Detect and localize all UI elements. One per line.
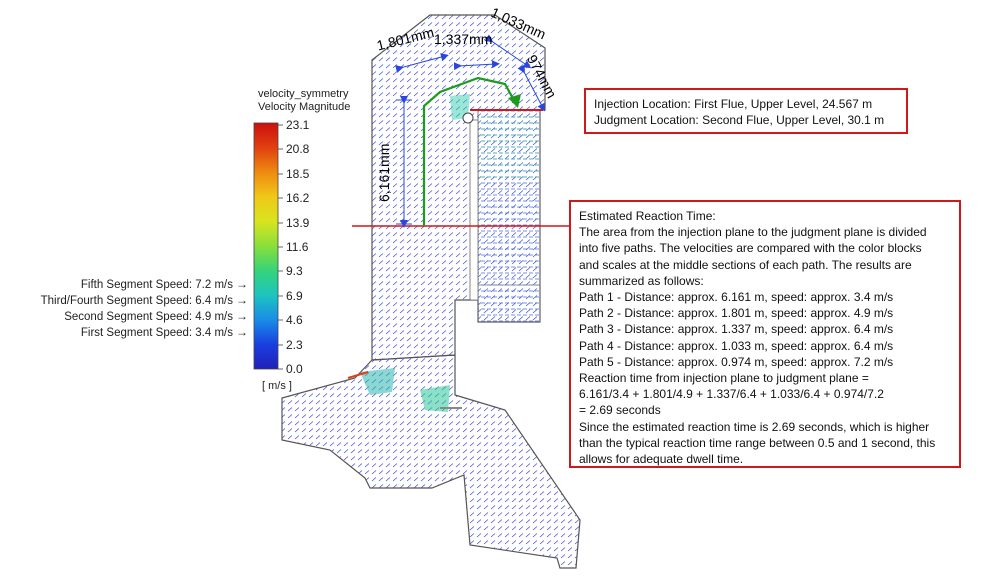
colorbar-tick-label: 13.9 [286, 216, 310, 230]
colorbar-ticks [278, 124, 283, 370]
conclusion-line: Since the estimated reaction time is 2.6… [579, 419, 930, 434]
injection-location-text: Injection Location: First Flue, Upper Le… [594, 97, 873, 111]
segment-speed-label: First Segment Speed: 3.4 m/s → [80, 325, 248, 339]
dimension-label: 1,337mm [434, 31, 493, 47]
reaction-time-box: Estimated Reaction Time: The area from t… [569, 200, 961, 468]
arrow-right-icon: → [236, 325, 248, 339]
colorbar-tick-label: 6.9 [286, 289, 303, 303]
colorbar-tick-label: 9.3 [286, 264, 303, 278]
path-line: Path 2 - Distance: approx. 1.801 m, spee… [579, 306, 894, 321]
colorbar-tick-label: 11.6 [286, 240, 309, 254]
reaction-title: Estimated Reaction Time: [579, 209, 716, 223]
formula-line: 6.161/3.4 + 1.801/4.9 + 1.337/6.4 + 1.03… [579, 387, 884, 402]
judgment-location-text: Judgment Location: Second Flue, Upper Le… [594, 113, 885, 127]
arrow-right-icon: → [236, 293, 248, 307]
arrow-right-icon: → [236, 277, 248, 291]
reaction-text-line: The area from the injection plane to the… [579, 225, 927, 240]
conclusion-line: than the typical reaction time range bet… [579, 435, 936, 450]
colorbar-tick-label: 2.3 [286, 338, 303, 352]
colorbar-tick-label: 16.2 [286, 191, 310, 205]
colorbar-tick-label: 18.5 [286, 167, 310, 181]
reaction-text-line: and scales at the middle sections of eac… [579, 257, 912, 272]
formula-result: = 2.69 seconds [579, 403, 661, 418]
segment-speed-label: Second Segment Speed: 4.9 m/s → [64, 309, 248, 323]
colorbar [253, 122, 279, 370]
flow-path [422, 76, 517, 226]
dimension-label: 6,161mm [376, 143, 392, 202]
arrow-right-icon: → [236, 309, 248, 323]
colorbar-unit: [ m/s ] [262, 380, 292, 392]
conclusion-line: allows for adequate dwell time. [579, 452, 744, 467]
reaction-text-line: summarized as follows: [579, 273, 704, 288]
location-annotation-box: Injection Location: First Flue, Upper Le… [584, 88, 908, 134]
colorbar-title: velocity_symmetry Velocity Magnitude [258, 88, 350, 114]
reaction-text-line: into five paths. The velocities are comp… [579, 241, 922, 256]
path-line: Path 1 - Distance: approx. 6.161 m, spee… [579, 290, 894, 305]
furnace-outline [281, 14, 581, 569]
path-line: Path 4 - Distance: approx. 1.033 m, spee… [579, 338, 894, 353]
segment-speed-label: Third/Fourth Segment Speed: 6.4 m/s → [40, 293, 248, 307]
colorbar-title-line1: velocity_symmetry [258, 88, 349, 100]
colorbar-tick-label: 4.6 [286, 313, 303, 327]
colorbar-tick-label: 20.8 [286, 142, 310, 156]
dimension-lines [395, 34, 545, 228]
formula-line: Reaction time from injection plane to ju… [579, 371, 869, 386]
path-line: Path 5 - Distance: approx. 0.974 m, spee… [579, 354, 894, 369]
colorbar-tick-label: 0.0 [286, 362, 303, 376]
colorbar-tick-label: 23.1 [286, 118, 310, 132]
segment-speed-label: Fifth Segment Speed: 7.2 m/s → [80, 277, 248, 291]
colorbar-title-line2: Velocity Magnitude [258, 101, 351, 113]
path-line: Path 3 - Distance: approx. 1.337 m, spee… [579, 322, 894, 337]
